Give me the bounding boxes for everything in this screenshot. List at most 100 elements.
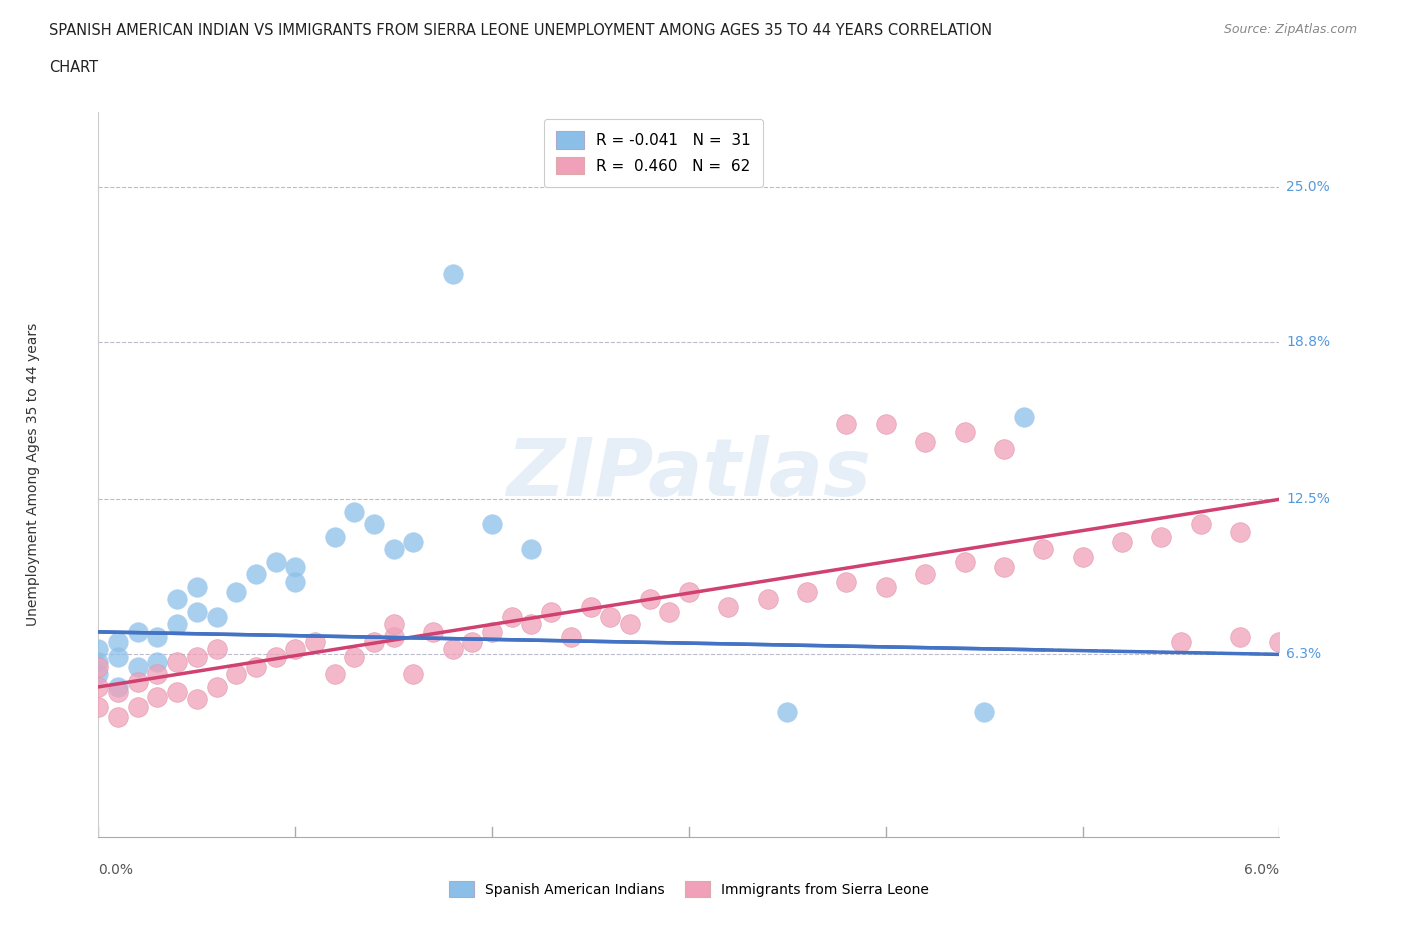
Point <box>304 634 326 649</box>
Point <box>284 575 307 590</box>
Point <box>638 591 661 606</box>
Text: 0.0%: 0.0% <box>98 863 134 877</box>
Point <box>284 642 307 657</box>
Point <box>776 705 799 720</box>
Point <box>875 579 897 594</box>
Point <box>323 529 346 544</box>
Point <box>658 604 681 619</box>
Point <box>363 517 385 532</box>
Point <box>540 604 562 619</box>
Point <box>146 667 169 682</box>
Point <box>225 584 247 599</box>
Point <box>402 535 425 550</box>
Text: 6.0%: 6.0% <box>1244 863 1279 877</box>
Text: ZIPatlas: ZIPatlas <box>506 435 872 513</box>
Point <box>205 680 228 695</box>
Point <box>87 655 110 670</box>
Point <box>1229 630 1251 644</box>
Text: 25.0%: 25.0% <box>1286 179 1330 193</box>
Point <box>127 699 149 714</box>
Point <box>205 609 228 624</box>
Text: SPANISH AMERICAN INDIAN VS IMMIGRANTS FROM SIERRA LEONE UNEMPLOYMENT AMONG AGES : SPANISH AMERICAN INDIAN VS IMMIGRANTS FR… <box>49 23 993 38</box>
Point <box>186 692 208 707</box>
Point <box>481 624 503 639</box>
Point <box>382 630 405 644</box>
Point <box>146 689 169 704</box>
Point <box>579 600 602 615</box>
Text: 12.5%: 12.5% <box>1286 492 1330 506</box>
Point <box>107 649 129 664</box>
Point <box>481 517 503 532</box>
Point <box>245 567 267 582</box>
Point <box>1170 634 1192 649</box>
Point <box>717 600 740 615</box>
Point <box>343 504 366 519</box>
Point <box>127 674 149 689</box>
Point <box>87 642 110 657</box>
Point <box>1268 634 1291 649</box>
Point <box>127 659 149 674</box>
Point <box>501 609 523 624</box>
Point <box>146 655 169 670</box>
Point <box>264 649 287 664</box>
Point <box>441 642 464 657</box>
Point <box>756 591 779 606</box>
Point <box>914 567 936 582</box>
Point <box>422 624 444 639</box>
Point <box>146 630 169 644</box>
Point <box>186 604 208 619</box>
Point <box>107 710 129 724</box>
Point <box>284 560 307 575</box>
Text: 18.8%: 18.8% <box>1286 335 1330 349</box>
Point <box>1189 517 1212 532</box>
Point <box>107 634 129 649</box>
Point <box>520 617 543 631</box>
Point <box>619 617 641 631</box>
Point <box>343 649 366 664</box>
Point <box>186 579 208 594</box>
Point <box>382 617 405 631</box>
Point <box>875 417 897 432</box>
Text: Unemployment Among Ages 35 to 44 years: Unemployment Among Ages 35 to 44 years <box>27 323 41 626</box>
Point <box>678 584 700 599</box>
Point <box>127 624 149 639</box>
Point <box>107 684 129 699</box>
Point <box>461 634 484 649</box>
Point <box>166 591 188 606</box>
Point <box>382 542 405 557</box>
Point <box>166 684 188 699</box>
Point <box>796 584 818 599</box>
Point <box>520 542 543 557</box>
Point <box>166 655 188 670</box>
Point <box>245 659 267 674</box>
Point <box>363 634 385 649</box>
Point <box>914 434 936 449</box>
Text: Source: ZipAtlas.com: Source: ZipAtlas.com <box>1223 23 1357 36</box>
Point <box>323 667 346 682</box>
Text: 6.3%: 6.3% <box>1286 647 1322 661</box>
Point <box>1229 525 1251 539</box>
Point <box>993 442 1015 457</box>
Point <box>835 417 858 432</box>
Legend: Spanish American Indians, Immigrants from Sierra Leone: Spanish American Indians, Immigrants fro… <box>443 875 935 903</box>
Point <box>993 560 1015 575</box>
Point <box>599 609 621 624</box>
Point <box>560 630 582 644</box>
Point <box>205 642 228 657</box>
Point <box>973 705 995 720</box>
Point <box>953 424 976 439</box>
Point <box>186 649 208 664</box>
Point <box>441 267 464 282</box>
Point <box>1071 550 1094 565</box>
Point <box>264 554 287 569</box>
Point <box>402 667 425 682</box>
Point <box>166 617 188 631</box>
Point <box>225 667 247 682</box>
Point <box>953 554 976 569</box>
Point <box>1012 409 1035 424</box>
Point <box>87 667 110 682</box>
Point <box>835 575 858 590</box>
Point <box>1111 535 1133 550</box>
Point <box>87 680 110 695</box>
Point <box>87 699 110 714</box>
